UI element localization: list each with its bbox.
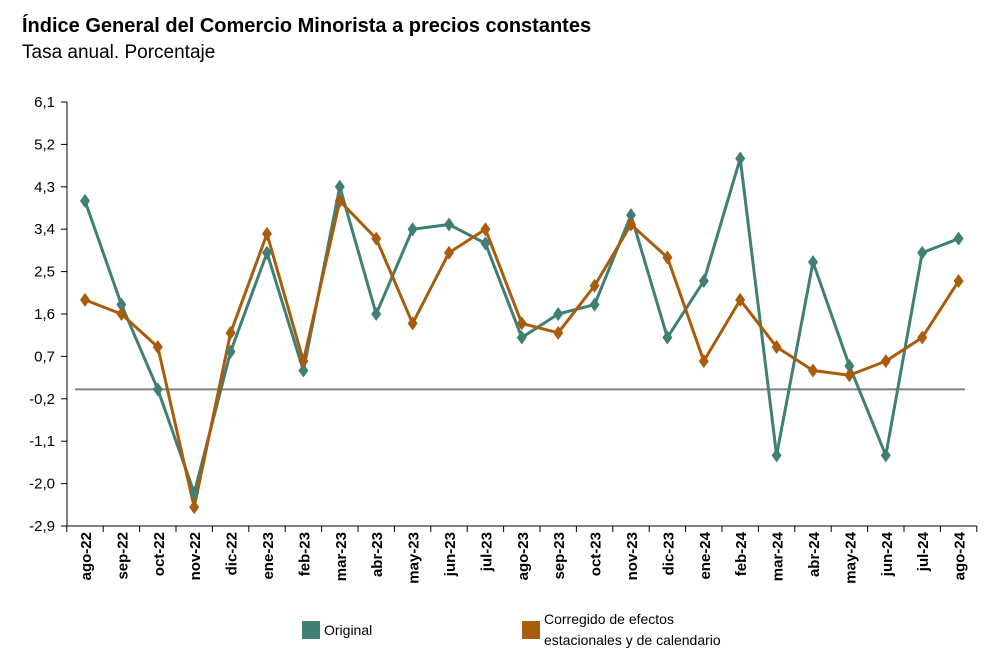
x-tick-label: sep-23: [551, 532, 568, 580]
x-tick-label: jul-24: [915, 531, 932, 572]
data-point-original: [152, 382, 163, 397]
series-line-corregido: [84, 199, 960, 509]
data-point-original: [808, 255, 818, 270]
data-point-original: [189, 486, 200, 501]
x-tick-label: ene-24: [697, 531, 714, 579]
data-point-original: [735, 151, 746, 166]
data-point-corregido: [953, 274, 964, 289]
y-tick-label: 1,6: [34, 306, 55, 323]
y-tick-label: 3,4: [34, 221, 55, 238]
data-point-corregido: [698, 354, 709, 369]
data-point-corregido: [626, 217, 636, 232]
x-tick-label: may-23: [406, 532, 423, 584]
data-point-original: [880, 448, 891, 463]
y-tick-label: -0,2: [29, 391, 55, 408]
data-point-original: [334, 179, 345, 194]
data-point-corregido: [917, 330, 928, 345]
x-tick-label: feb-24: [733, 531, 750, 576]
data-point-corregido: [116, 307, 127, 321]
data-point-corregido: [334, 193, 345, 208]
x-tick-label: sep-22: [114, 532, 131, 580]
y-tick-label: 5,2: [34, 136, 55, 153]
data-point-original: [516, 330, 527, 345]
x-tick-label: abr-24: [806, 531, 823, 577]
data-point-original: [953, 231, 964, 246]
y-tick-label: 0,7: [34, 348, 55, 365]
legend-label-corregido-line1: Corregido de efectos: [544, 611, 674, 627]
y-tick-label: 4,3: [34, 179, 55, 196]
data-point-original: [407, 222, 418, 237]
data-point-corregido: [80, 292, 90, 307]
data-point-corregido: [808, 363, 818, 378]
data-point-corregido: [225, 325, 236, 340]
y-tick-label: -1,1: [29, 433, 55, 450]
x-tick-label: ago-24: [952, 531, 969, 580]
legend-swatch-corregido: [522, 621, 540, 639]
x-tick-label: nov-23: [624, 532, 641, 580]
x-tick-label: dic-23: [660, 532, 677, 575]
data-point-corregido: [152, 339, 163, 354]
data-point-corregido: [589, 278, 600, 293]
x-tick-label: mar-23: [333, 532, 350, 581]
data-point-original: [662, 330, 673, 345]
data-point-original: [262, 245, 272, 260]
x-tick-label: jul-23: [478, 532, 495, 572]
data-point-corregido: [298, 354, 309, 369]
data-point-original: [444, 217, 454, 232]
x-tick-label: ago-23: [515, 532, 532, 580]
x-tick-label: ene-23: [260, 532, 277, 580]
data-point-original: [844, 358, 855, 373]
data-point-corregido: [371, 231, 382, 246]
y-tick-label: 2,5: [34, 264, 55, 281]
data-point-corregido: [662, 250, 673, 265]
data-point-corregido: [516, 316, 527, 331]
x-tick-label: may-24: [842, 531, 859, 583]
data-point-original: [771, 448, 782, 463]
data-point-corregido: [480, 222, 491, 237]
y-tick-label: -2,0: [29, 476, 55, 493]
data-point-original: [371, 307, 382, 321]
data-point-original: [225, 344, 236, 359]
data-point-original: [80, 193, 90, 208]
x-tick-label: jun-23: [442, 532, 459, 577]
chart-subtitle: Tasa anual. Porcentaje: [22, 42, 216, 63]
legend-label-original: Original: [324, 622, 373, 638]
x-tick-label: oct-22: [151, 532, 168, 576]
data-point-corregido: [771, 339, 782, 354]
data-point-original: [589, 297, 600, 312]
legend-swatch-original: [302, 621, 320, 639]
data-point-corregido: [735, 292, 746, 307]
x-tick-label: nov-22: [187, 532, 204, 580]
data-point-corregido: [444, 245, 454, 260]
x-tick-label: oct-23: [588, 532, 605, 576]
data-point-original: [480, 236, 491, 251]
x-tick-label: abr-23: [369, 532, 386, 577]
x-tick-label: mar-24: [770, 531, 787, 581]
y-tick-label: 6,1: [34, 94, 55, 111]
data-point-original: [626, 208, 636, 223]
data-point-original: [917, 245, 928, 260]
chart-title: Índice General del Comercio Minorista a …: [22, 15, 592, 37]
legend-label-corregido-line2: estacionales y de calendario: [544, 632, 721, 648]
data-point-original: [698, 274, 709, 289]
data-point-original: [553, 307, 564, 321]
data-point-corregido: [189, 500, 200, 515]
data-point-corregido: [880, 354, 891, 369]
x-tick-label: feb-23: [296, 532, 313, 576]
data-point-corregido: [262, 226, 272, 241]
data-point-original: [298, 363, 309, 378]
data-point-original: [116, 297, 127, 312]
data-point-corregido: [407, 316, 418, 331]
x-tick-label: dic-22: [224, 532, 241, 575]
y-tick-label: -2,9: [29, 518, 55, 535]
data-point-corregido: [553, 325, 564, 340]
x-tick-label: jun-24: [879, 531, 896, 577]
x-tick-label: ago-22: [78, 532, 95, 580]
data-point-corregido: [844, 368, 855, 383]
